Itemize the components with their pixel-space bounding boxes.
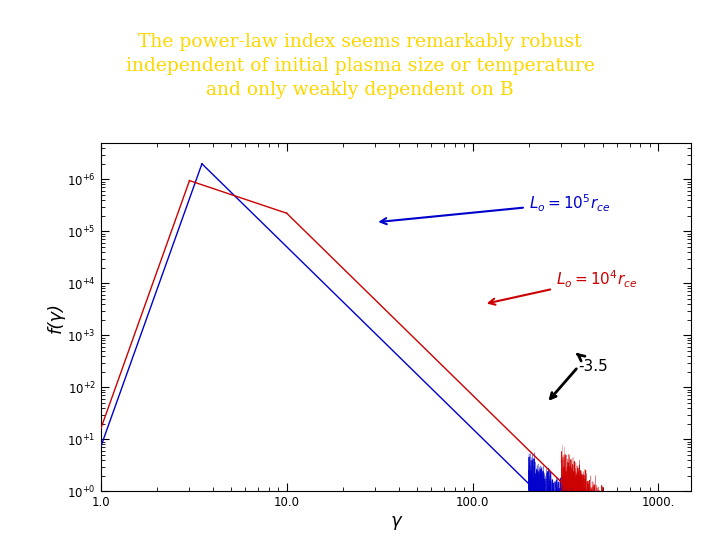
- Text: $L_o=10^5r_{ce}$: $L_o=10^5r_{ce}$: [380, 192, 610, 224]
- Y-axis label: f(γ): f(γ): [46, 302, 64, 333]
- Text: The power-law index seems remarkably robust
independent of initial plasma size o: The power-law index seems remarkably rob…: [125, 33, 595, 99]
- Text: -3.5: -3.5: [577, 354, 608, 374]
- X-axis label: γ: γ: [391, 512, 401, 530]
- Text: $L_o= 10^4r_{ce}$: $L_o= 10^4r_{ce}$: [489, 268, 637, 305]
